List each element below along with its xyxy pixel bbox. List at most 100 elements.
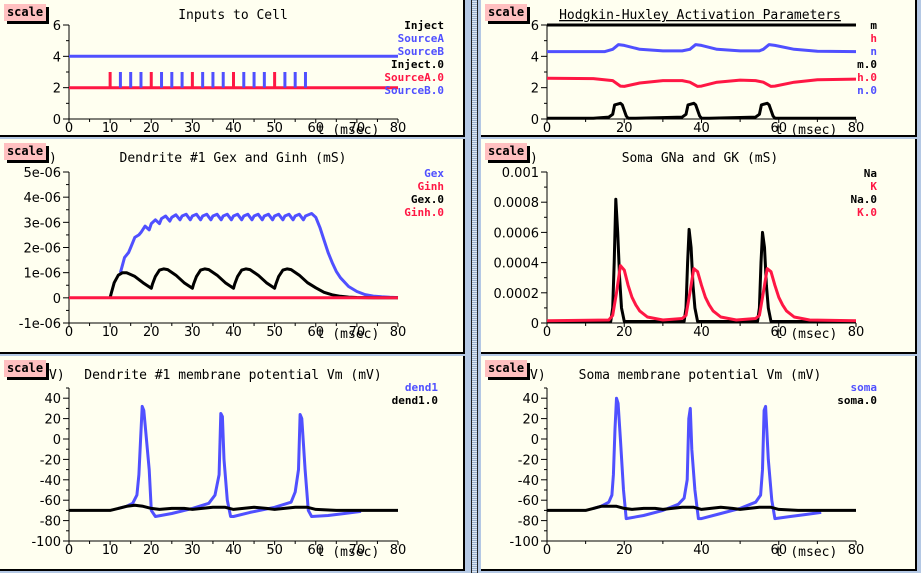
legend-entry[interactable]: K (870, 180, 877, 193)
legend-entry[interactable]: dend1 (405, 381, 438, 394)
legend-entry[interactable]: Inject (404, 19, 444, 32)
legend-entry[interactable]: Ginh (418, 180, 445, 193)
y-tick-label: 0.0006 (494, 226, 540, 241)
graph-panel-soma[interactable]: V) Soma membrane potential Vm (mV) -100 -80… (481, 356, 917, 571)
legend-entry[interactable]: Na.0 (851, 193, 878, 206)
x-axis-label: t (msec) (317, 123, 380, 138)
legend-entry[interactable]: n (870, 45, 877, 58)
scale-button[interactable]: scale (4, 143, 46, 160)
graph-panel-gna[interactable]: ) Soma GNa and GK (mS) 0 0.0002 0.0004 0.0006… (481, 139, 917, 354)
x-tick-label: 60 (770, 121, 787, 136)
y-tick-label: 20 (44, 413, 61, 428)
y-tick-label: 0 (531, 317, 539, 332)
legend-entry[interactable]: h (870, 32, 877, 45)
legend-entry[interactable]: dend1.0 (392, 394, 438, 407)
x-tick-label: 40 (225, 543, 242, 558)
chart-hh: Hodgkin-Huxley Activation Parameters 0 2 4 6… (531, 8, 878, 138)
y-tick-label: 6 (53, 19, 61, 34)
x-tick-label: 30 (184, 325, 201, 340)
y-tick-label: 6 (531, 19, 539, 34)
legend-entry[interactable]: Gex.0 (411, 193, 444, 206)
x-tick-label: 0 (543, 325, 551, 340)
scale-button[interactable]: scale (485, 4, 527, 21)
x-tick-label: 70 (349, 121, 366, 136)
x-axis-label: t (msec) (775, 123, 838, 138)
y-tick-label: -1e-06 (19, 317, 61, 332)
legend-entry[interactable]: Ginh.0 (404, 206, 444, 219)
y-axis-label: V) (49, 368, 65, 383)
panel-divider[interactable] (468, 0, 480, 573)
graph-panel-hh[interactable]: Hodgkin-Huxley Activation Parameters 0 2 4 6… (481, 0, 917, 138)
graph-panel-dend[interactable]: V) Dendrite #1 membrane potential Vm (mV)… (0, 356, 465, 571)
y-tick-label: -100 (31, 535, 61, 550)
x-tick-label: 30 (184, 121, 201, 136)
series-k (546, 264, 857, 323)
legend-entry[interactable]: K.0 (857, 206, 877, 219)
x-tick-label: 70 (349, 325, 366, 340)
y-tick-label: -80 (40, 515, 61, 530)
legend-entry[interactable]: Gex (424, 167, 444, 180)
scale-button[interactable]: scale (4, 4, 46, 21)
y-tick-label: 20 (522, 413, 539, 428)
y-axis-label: ) (530, 151, 538, 166)
chart-gex: ) Dendrite #1 Gex and Ginh (mS) -1e-06 0 1e-… (19, 151, 445, 342)
legend-entry[interactable]: soma.0 (837, 394, 877, 407)
y-tick-label: 0.0008 (494, 196, 540, 211)
scale-button[interactable]: scale (4, 360, 46, 377)
graph-panel-gex[interactable]: ) Dendrite #1 Gex and Ginh (mS) -1e-06 0 1e-… (0, 139, 465, 354)
legend-entry[interactable]: n.0 (857, 84, 877, 97)
chart-dend: V) Dendrite #1 membrane potential Vm (mV)… (31, 368, 438, 560)
x-axis-label: t (msec) (775, 545, 838, 560)
x-tick-label: 20 (143, 543, 160, 558)
x-tick-label: 20 (616, 325, 633, 340)
y-tick-label: 4 (53, 50, 61, 65)
x-tick-label: 20 (616, 543, 633, 558)
legend-entry[interactable]: m (870, 19, 877, 32)
legend-entry[interactable]: Inject.0 (391, 58, 444, 71)
chart-title: Inputs to Cell (178, 8, 288, 23)
x-tick-label: 80 (390, 325, 407, 340)
legend-entry[interactable]: m.0 (857, 58, 877, 71)
legend-entry[interactable]: SourceB (398, 45, 445, 58)
y-tick-label: -40 (40, 474, 61, 489)
divider-handle[interactable] (471, 0, 478, 573)
y-tick-label: 0.0002 (494, 287, 540, 302)
series-gex (118, 212, 399, 300)
x-tick-label: 60 (307, 121, 324, 136)
legend-entry[interactable]: soma (851, 381, 878, 394)
scale-button[interactable]: scale (485, 143, 527, 160)
y-tick-label: -80 (518, 515, 539, 530)
x-tick-label: 20 (616, 121, 633, 136)
graph-panel-inputs[interactable]: Inputs to Cell 0 2 4 6 0 10 20 30 40 50 60 70 80 t (ms… (0, 0, 465, 138)
y-tick-label: 4e-06 (23, 191, 61, 206)
y-tick-label: 0.0004 (494, 257, 540, 272)
legend-entry[interactable]: Na (864, 167, 877, 180)
y-tick-label: 2 (53, 82, 61, 97)
y-tick-label: -100 (509, 535, 539, 550)
y-tick-label: -40 (518, 474, 539, 489)
x-tick-label: 60 (770, 543, 787, 558)
x-tick-label: 60 (770, 325, 787, 340)
x-tick-label: 10 (102, 325, 119, 340)
chart-title: Soma membrane potential Vm (mV) (579, 368, 822, 383)
y-tick-label: 1e-06 (23, 267, 61, 282)
legend-entry[interactable]: h.0 (857, 71, 877, 84)
x-tick-label: 80 (848, 543, 865, 558)
x-tick-label: 60 (307, 543, 324, 558)
y-tick-label: 2 (531, 82, 539, 97)
x-tick-label: 0 (543, 121, 551, 136)
x-tick-label: 50 (266, 121, 283, 136)
y-tick-label: 0 (53, 433, 61, 448)
legend-entry[interactable]: SourceB.0 (384, 84, 444, 97)
series-dend1 (117, 404, 362, 518)
y-tick-label: 2e-06 (23, 242, 61, 257)
legend-entry[interactable]: SourceA.0 (384, 71, 444, 84)
scale-button[interactable]: scale (485, 360, 527, 377)
x-tick-label: 10 (102, 121, 119, 136)
y-tick-label: 5e-06 (23, 166, 61, 181)
legend-entry[interactable]: SourceA (398, 32, 445, 45)
x-tick-label: 80 (390, 543, 407, 558)
x-tick-label: 40 (693, 543, 710, 558)
y-tick-label: 0 (53, 292, 61, 307)
